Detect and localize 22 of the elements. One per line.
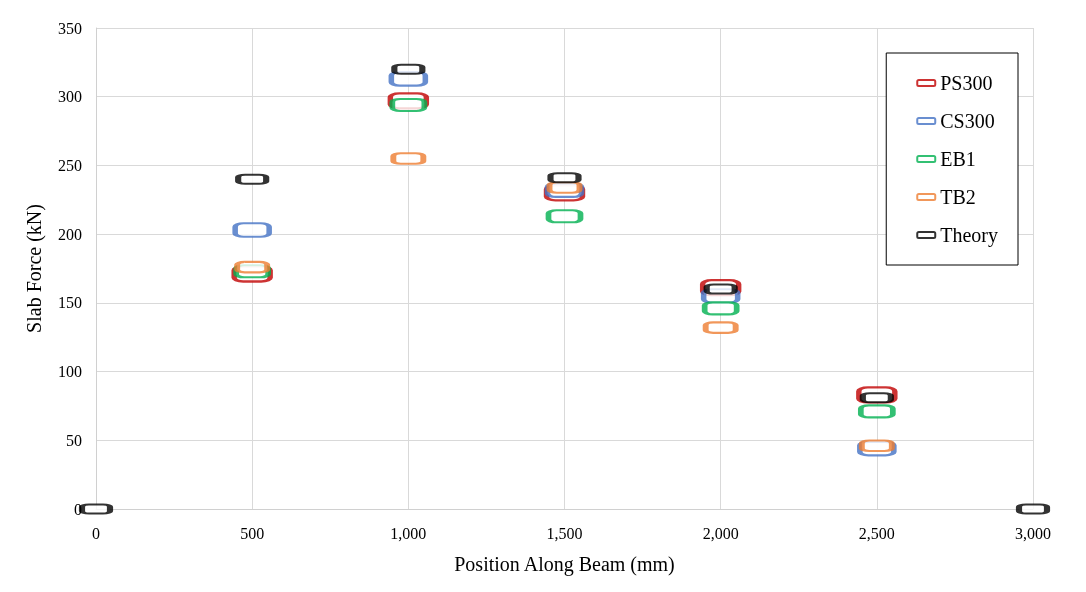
y-tick-label: 0 bbox=[74, 500, 82, 518]
y-tick-label: 150 bbox=[58, 294, 82, 312]
x-tick-label: 1,000 bbox=[390, 524, 427, 542]
legend-label: Theory bbox=[940, 224, 999, 247]
legend-label: PS300 bbox=[940, 72, 993, 94]
x-tick-label: 500 bbox=[240, 524, 265, 542]
y-tick-label: 250 bbox=[58, 156, 82, 174]
x-tick-label: 3,000 bbox=[1015, 524, 1051, 542]
legend-label: CS300 bbox=[940, 110, 995, 132]
x-tick-label: 0 bbox=[92, 524, 100, 542]
y-tick-label: 200 bbox=[58, 225, 82, 243]
y-axis-title: Slab Force (kN) bbox=[23, 204, 46, 333]
y-tick-label: 300 bbox=[58, 88, 82, 106]
legend-label: TB2 bbox=[940, 186, 976, 208]
y-tick-label: 50 bbox=[66, 431, 82, 449]
legend-label: EB1 bbox=[940, 148, 976, 170]
x-axis-title: Position Along Beam (mm) bbox=[454, 553, 675, 576]
x-tick-label: 2,000 bbox=[702, 524, 739, 542]
y-tick-label: 350 bbox=[58, 19, 82, 37]
x-tick-label: 2,500 bbox=[858, 524, 895, 542]
x-tick-label: 1,500 bbox=[546, 524, 583, 542]
y-tick-label: 100 bbox=[58, 363, 82, 381]
